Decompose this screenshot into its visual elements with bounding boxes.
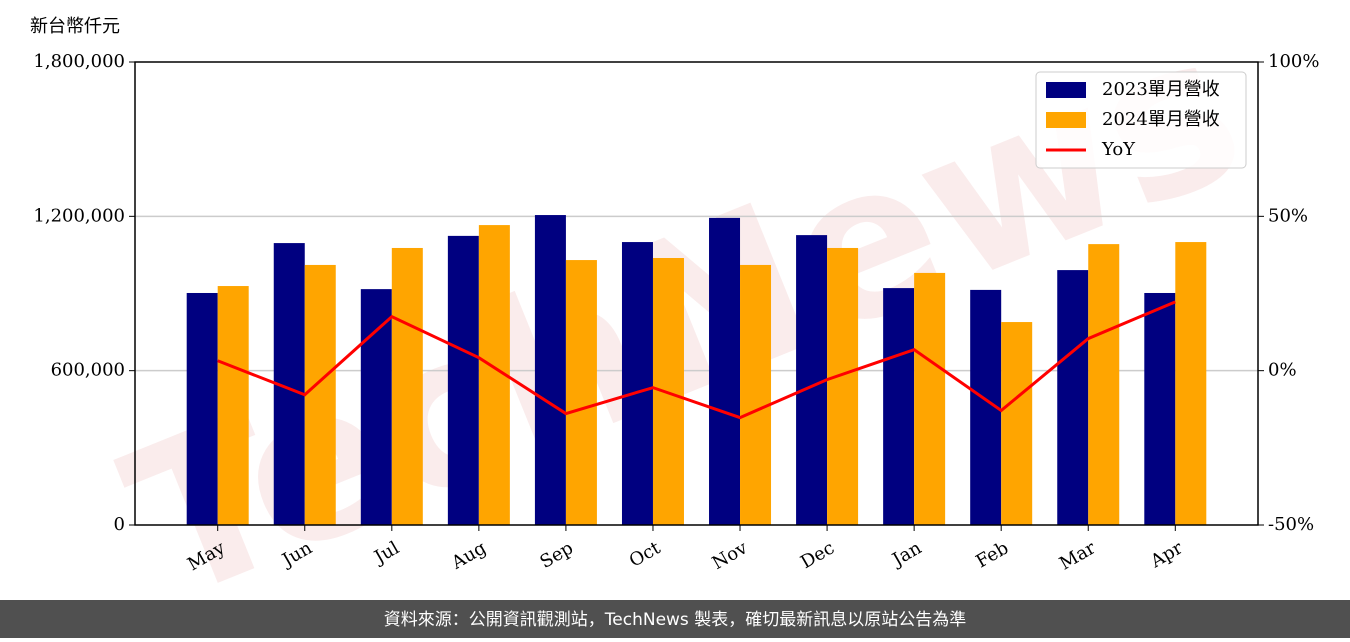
bar [914, 272, 946, 525]
unit-label: 新台幣仟元 [30, 16, 120, 37]
bar [1144, 292, 1176, 525]
legend-label: 2023單月營收 [1102, 79, 1220, 100]
bar [186, 292, 218, 525]
bar [827, 247, 859, 525]
plot-frame [134, 61, 1259, 526]
bar [447, 235, 479, 526]
y-tick-label: 1,800,000 [33, 51, 125, 72]
bar [1175, 242, 1207, 526]
bar [1088, 244, 1120, 525]
x-tick-label: Jan [887, 537, 925, 571]
x-tick-label: Feb [973, 537, 1013, 572]
bar [709, 217, 741, 526]
x-tick-label: Aug [447, 537, 490, 574]
x-tick-label: Mar [1056, 537, 1100, 574]
x-tick-label: Nov [709, 537, 752, 574]
y2-tick-label: 100% [1268, 51, 1319, 72]
y2-tick-label: 0% [1268, 360, 1297, 381]
legend-label: 2024單月營收 [1102, 109, 1220, 130]
bar [217, 286, 249, 525]
legend-swatch [1046, 112, 1086, 128]
y2-tick-label: -50% [1268, 514, 1314, 535]
yoy-line [217, 300, 1176, 420]
legend-box [1035, 71, 1247, 169]
y-tick-label: 1,200,000 [33, 205, 125, 226]
bar [360, 289, 392, 525]
bar [740, 264, 772, 525]
y-tick-label: 600,000 [51, 360, 125, 381]
legend-swatch [1046, 82, 1086, 98]
bar [796, 235, 828, 526]
footer-bar [0, 600, 1350, 638]
x-tick-label: Apr [1146, 537, 1186, 572]
y2-tick-label: 50% [1268, 205, 1308, 226]
bar [565, 260, 597, 525]
x-tick-label: Oct [626, 537, 665, 572]
bar [1001, 322, 1033, 525]
bar [391, 247, 423, 525]
x-tick-label: Dec [797, 537, 838, 573]
bar [883, 288, 915, 525]
bar [621, 242, 653, 526]
legend-label: YoY [1101, 139, 1136, 160]
bar [304, 264, 336, 525]
footer: 資料來源：公開資訊觀測站，TechNews 製表，確切最新訊息以原站公告為準 [384, 610, 966, 630]
y-tick-label: 0 [114, 514, 125, 535]
bar [534, 215, 566, 525]
x-tick-label: Sep [537, 537, 577, 572]
bar [1057, 270, 1089, 525]
